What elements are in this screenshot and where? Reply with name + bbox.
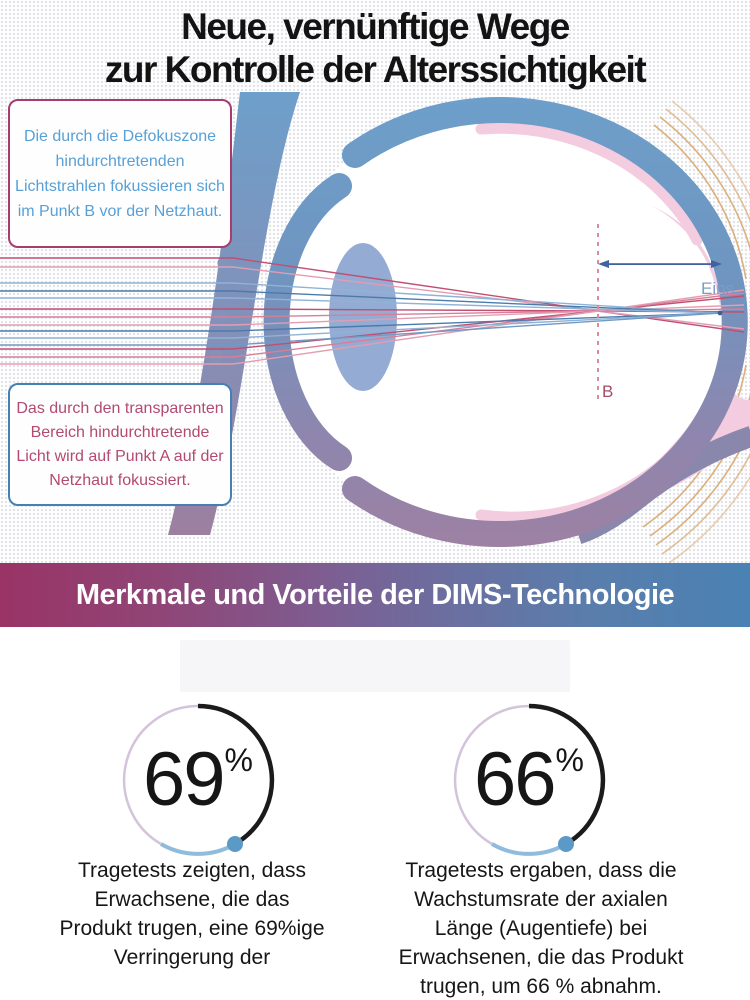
sclera-band bbox=[342, 97, 748, 547]
focal-point-a bbox=[717, 310, 723, 316]
hero-section: Neue, vernünftige Wege zur Kontrolle der… bbox=[0, 0, 750, 563]
progress-dot-icon bbox=[227, 836, 243, 852]
stat-value: 69 bbox=[143, 737, 226, 822]
background-soft-block bbox=[180, 640, 570, 692]
stat-ring-66: 66 % bbox=[451, 702, 607, 858]
stat-description-66: Tragetests ergaben, dass die Wachstumsra… bbox=[398, 859, 684, 998]
stat-unit: % bbox=[555, 742, 584, 778]
distance-arrow-icon bbox=[598, 260, 722, 268]
progress-dot-icon bbox=[558, 836, 574, 852]
lash-arcs-bottom bbox=[642, 364, 750, 563]
page-title: Neue, vernünftige Wege zur Kontrolle der… bbox=[104, 6, 647, 90]
label-eins: Eins bbox=[701, 279, 734, 298]
stat-value: 66 bbox=[474, 737, 557, 822]
callout-defocus-zone: Die durch die Defokuszone hindurchtreten… bbox=[8, 99, 232, 248]
cornea-band bbox=[263, 173, 352, 471]
stat-ring-69: 69 % bbox=[120, 702, 276, 858]
callout-transparent-zone: Das durch den transparenten Bereich hind… bbox=[8, 383, 232, 506]
retina-lining-top bbox=[475, 122, 703, 246]
section-banner: Merkmale und Vorteile der DIMS-Technolog… bbox=[0, 563, 750, 627]
focus-rays bbox=[0, 282, 721, 346]
stat-unit: % bbox=[224, 742, 253, 778]
label-b: B bbox=[602, 382, 613, 401]
eye-lens bbox=[329, 243, 397, 391]
defocus-lenslet bbox=[209, 349, 223, 363]
stat-description-69: Tragetests zeigten, dass Erwachsene, die… bbox=[59, 859, 325, 969]
progress-ring-icon bbox=[453, 703, 606, 856]
banner-title: Merkmale und Vorteile der DIMS-Technolog… bbox=[75, 578, 675, 611]
progress-ring-icon bbox=[122, 703, 275, 856]
defocus-lenslet bbox=[217, 256, 231, 270]
lash-arcs-top bbox=[653, 100, 750, 280]
